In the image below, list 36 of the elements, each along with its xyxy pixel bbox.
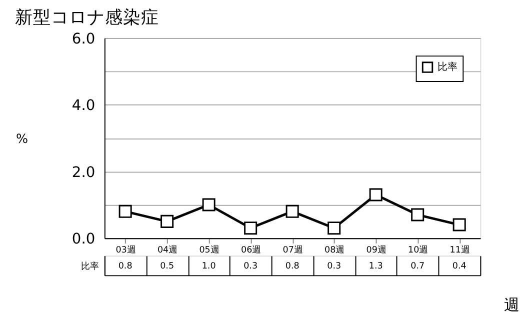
data-label: 0.3 bbox=[244, 261, 258, 272]
x-tick-label: 08週 bbox=[324, 244, 345, 256]
y-tick-label: 2.0 bbox=[72, 164, 96, 181]
point bbox=[160, 214, 174, 228]
y-tick-label: 6.0 bbox=[72, 30, 96, 48]
data-label: 0.4 bbox=[452, 261, 467, 272]
x-tick-label: 11週 bbox=[450, 244, 470, 256]
data-label: 0.5 bbox=[160, 261, 174, 272]
x-axis-title: 週 bbox=[504, 296, 520, 314]
x-tick-label: 03週 bbox=[116, 244, 136, 256]
point bbox=[369, 188, 382, 202]
data-label: 0.8 bbox=[285, 261, 300, 272]
y-axis-title: % bbox=[16, 130, 28, 146]
data-label: 0.8 bbox=[118, 261, 132, 272]
text: 比率 bbox=[81, 262, 100, 272]
x-tick-label: 10週 bbox=[408, 244, 428, 256]
point bbox=[452, 218, 466, 232]
point bbox=[202, 198, 216, 212]
y-tick-label: 0.0 bbox=[72, 230, 96, 248]
point bbox=[411, 208, 424, 222]
point bbox=[328, 222, 341, 235]
data-label: 1.3 bbox=[368, 261, 383, 272]
x-tick-label: 04週 bbox=[157, 244, 178, 256]
x-tick-label: 07週 bbox=[282, 244, 303, 256]
point bbox=[286, 204, 299, 218]
y-tick-label: 4.0 bbox=[72, 97, 96, 114]
x-tick-label: 05週 bbox=[199, 244, 220, 256]
x-tick-label: 09週 bbox=[366, 244, 386, 256]
data-label: 0.7 bbox=[410, 261, 425, 272]
data-label: 0.3 bbox=[327, 261, 342, 272]
x-tick-label: 06週 bbox=[240, 244, 262, 256]
legend-label: 比率 bbox=[437, 61, 458, 74]
chart-title: 新型コロナ感染症 bbox=[14, 6, 159, 28]
point bbox=[244, 222, 258, 235]
point bbox=[118, 204, 132, 218]
data-label: 1.0 bbox=[202, 261, 216, 272]
